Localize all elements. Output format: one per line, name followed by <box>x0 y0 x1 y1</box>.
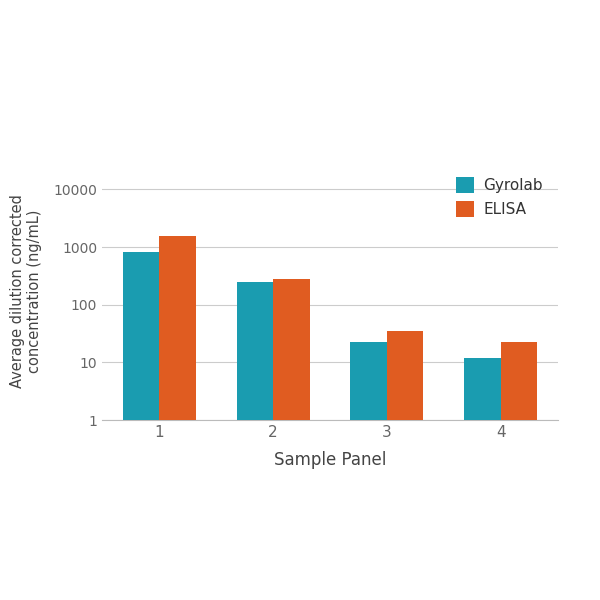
X-axis label: Sample Panel: Sample Panel <box>274 451 386 469</box>
Y-axis label: Average dilution corrected
concentration (ng/mL): Average dilution corrected concentration… <box>10 194 42 388</box>
Bar <box>159 236 196 600</box>
Bar <box>464 358 501 600</box>
Bar <box>236 282 273 600</box>
Bar <box>350 341 387 600</box>
Bar <box>501 341 537 600</box>
Bar <box>273 279 310 600</box>
Legend: Gyrolab, ELISA: Gyrolab, ELISA <box>448 170 550 224</box>
Bar <box>123 252 159 600</box>
Bar <box>387 331 424 600</box>
